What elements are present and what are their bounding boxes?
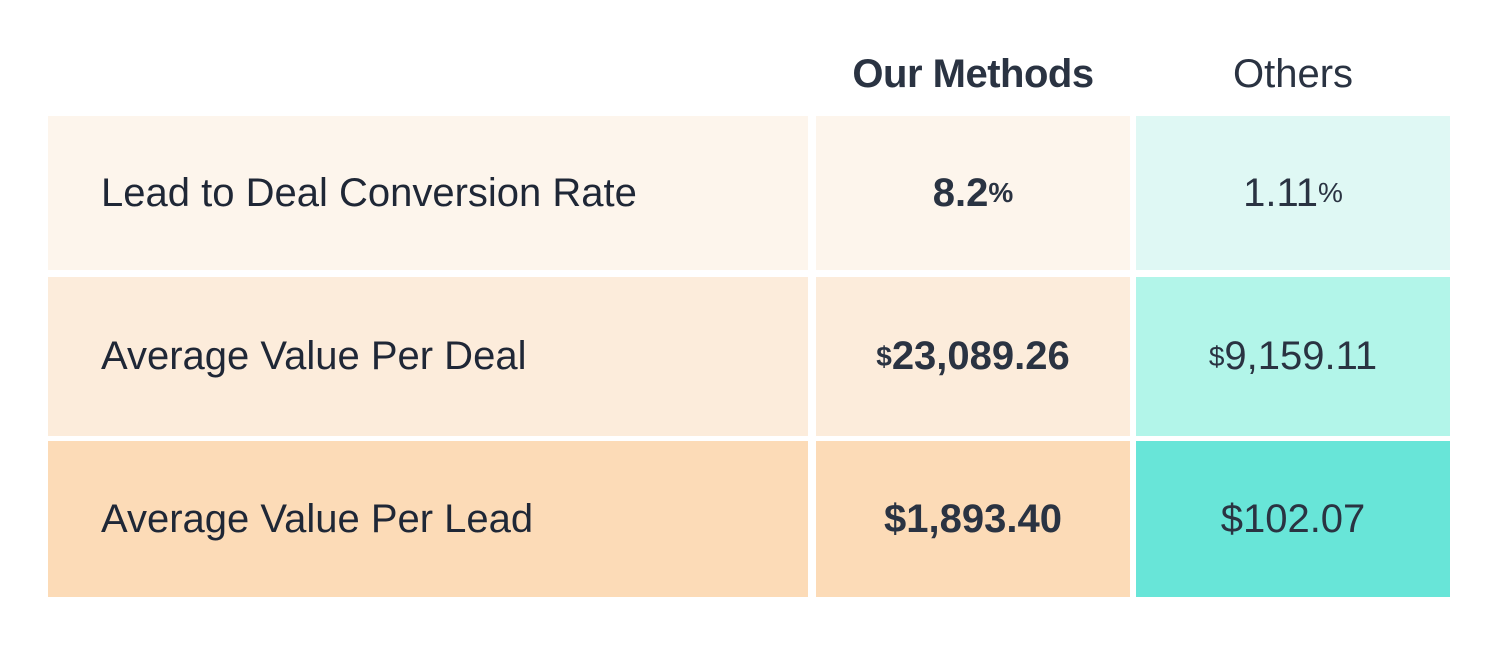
row-label-text: Average Value Per Lead — [101, 496, 534, 541]
value-prefix: $ — [884, 496, 907, 541]
others-avg-value-per-lead: $102.07 — [1136, 441, 1450, 597]
row-label-avg-value-per-deal: Average Value Per Deal — [48, 277, 808, 436]
others-avg-value-per-deal: $9,159.11 — [1136, 277, 1450, 436]
value-number: 102.07 — [1242, 496, 1366, 541]
value-number: 23,089.26 — [891, 334, 1070, 378]
ours-avg-value-per-lead: $1,893.40 — [816, 441, 1130, 597]
ours-avg-value-per-deal: $23,089.26 — [816, 277, 1130, 436]
value-suffix: % — [1317, 177, 1343, 208]
value-suffix: % — [988, 177, 1014, 208]
row-label-text: Lead to Deal Conversion Rate — [101, 170, 637, 215]
header-others: Others — [1232, 51, 1354, 96]
value-number: 9,159.11 — [1224, 334, 1378, 378]
value-number: 8.2 — [932, 170, 989, 215]
value-prefix: $ — [1208, 340, 1225, 372]
value-prefix: $ — [1220, 496, 1243, 541]
others-conversion-rate: 1.11% — [1136, 116, 1450, 270]
row-label-avg-value-per-lead: Average Value Per Lead — [48, 441, 808, 597]
row-label-text: Average Value Per Deal — [101, 334, 527, 378]
ours-conversion-rate: 8.2% — [816, 116, 1130, 270]
value-prefix: $ — [876, 340, 892, 372]
value-number: 1.11 — [1243, 170, 1318, 215]
row-label-conversion-rate: Lead to Deal Conversion Rate — [48, 116, 808, 270]
header-our-methods: Our Methods — [852, 51, 1094, 96]
value-number: 1,893.40 — [906, 496, 1062, 541]
